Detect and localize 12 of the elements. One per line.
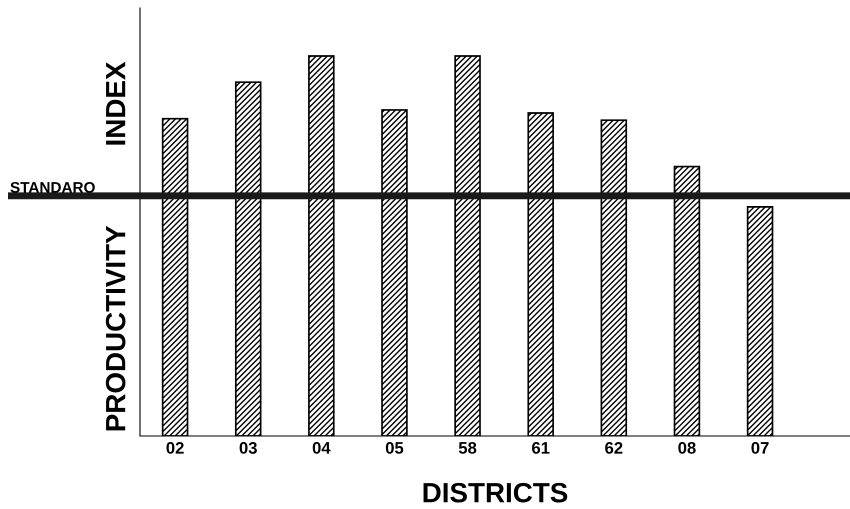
x-tick-label: 58 [458,442,476,454]
ref-line-label: STANDARO [10,182,95,193]
text: PRODUCTIVITY INDEX [106,62,126,430]
x-tick-label: 08 [678,442,696,454]
x-tick-label: 07 [751,442,769,454]
x-tick-label: 02 [166,442,184,454]
x-axis-title: DISTRICTS [424,482,568,502]
x-tick-label: 61 [532,442,550,454]
x-tick-label: 04 [312,442,331,454]
x-tick-label: 03 [240,442,257,454]
x-tick-label: 05 [386,442,404,454]
x-tick-label: 62 [605,442,622,454]
